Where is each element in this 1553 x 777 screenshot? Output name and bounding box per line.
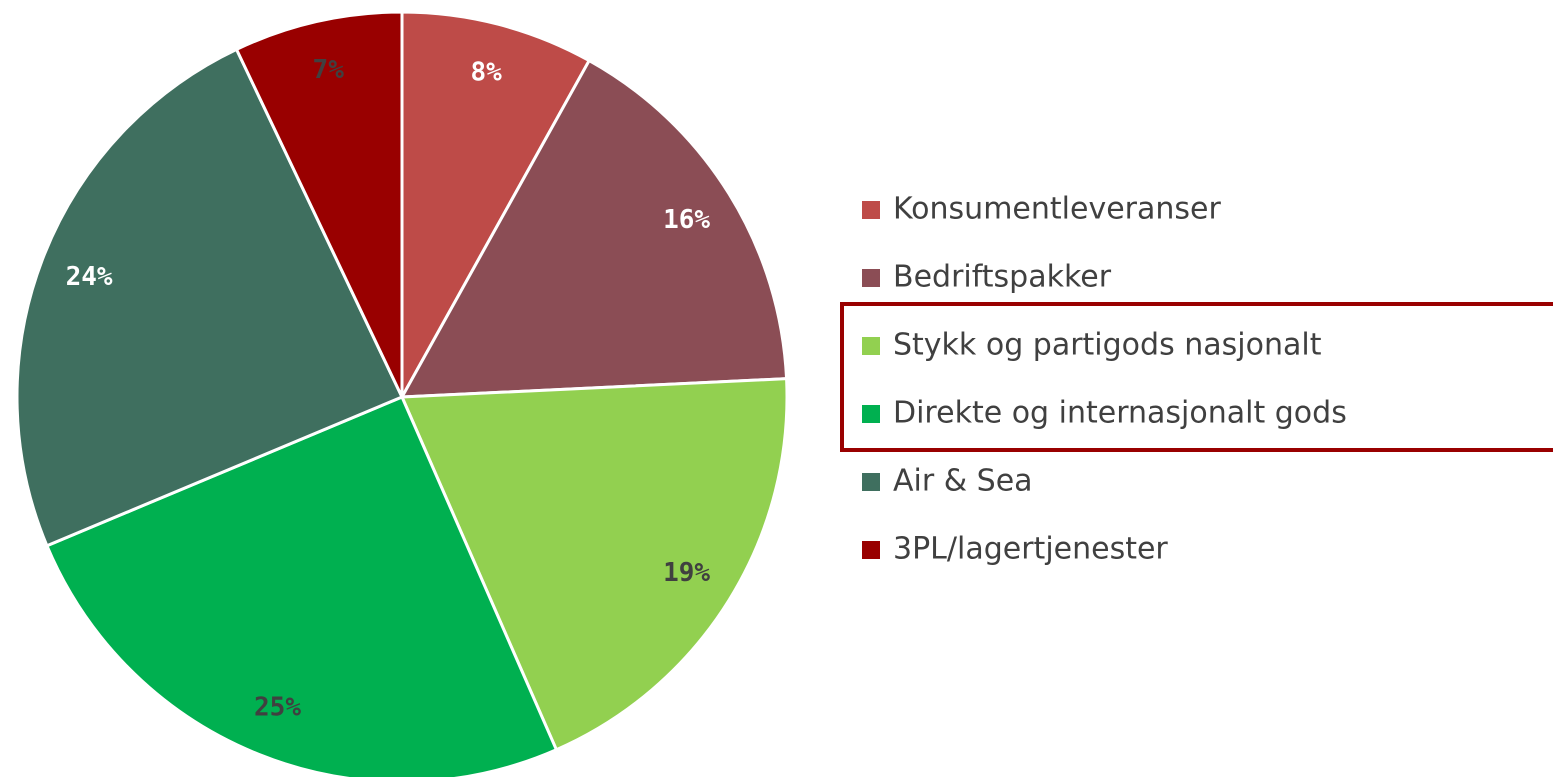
legend-label: Konsumentleveranser bbox=[893, 192, 1221, 227]
legend-swatch bbox=[862, 269, 880, 287]
legend-label: 3PL/lagertjenester bbox=[893, 532, 1168, 567]
legend-label: Direkte og internasjonalt gods bbox=[893, 396, 1347, 431]
legend-label: Stykk og partigods nasjonalt bbox=[893, 328, 1322, 363]
legend-swatch bbox=[862, 201, 880, 219]
highlight-box bbox=[840, 302, 1553, 452]
pie-slice bbox=[44, 395, 559, 777]
legend-swatch bbox=[862, 337, 880, 355]
legend-swatch bbox=[862, 473, 880, 491]
pie-slice bbox=[399, 377, 789, 752]
legend-swatch bbox=[862, 541, 880, 559]
legend-swatch bbox=[862, 405, 880, 423]
legend-label: Air & Sea bbox=[893, 464, 1033, 499]
legend-label: Bedriftspakker bbox=[893, 260, 1112, 295]
data-label: 19% bbox=[663, 558, 710, 588]
data-label: 7% bbox=[313, 55, 345, 85]
pie-slice bbox=[400, 10, 592, 403]
pie-slice bbox=[15, 47, 405, 548]
pie-slice bbox=[234, 10, 404, 398]
pie-slice bbox=[399, 58, 789, 399]
data-label: 24% bbox=[66, 262, 113, 292]
data-label: 8% bbox=[470, 57, 502, 87]
data-label: 25% bbox=[254, 692, 301, 722]
data-label: 16% bbox=[663, 205, 710, 235]
